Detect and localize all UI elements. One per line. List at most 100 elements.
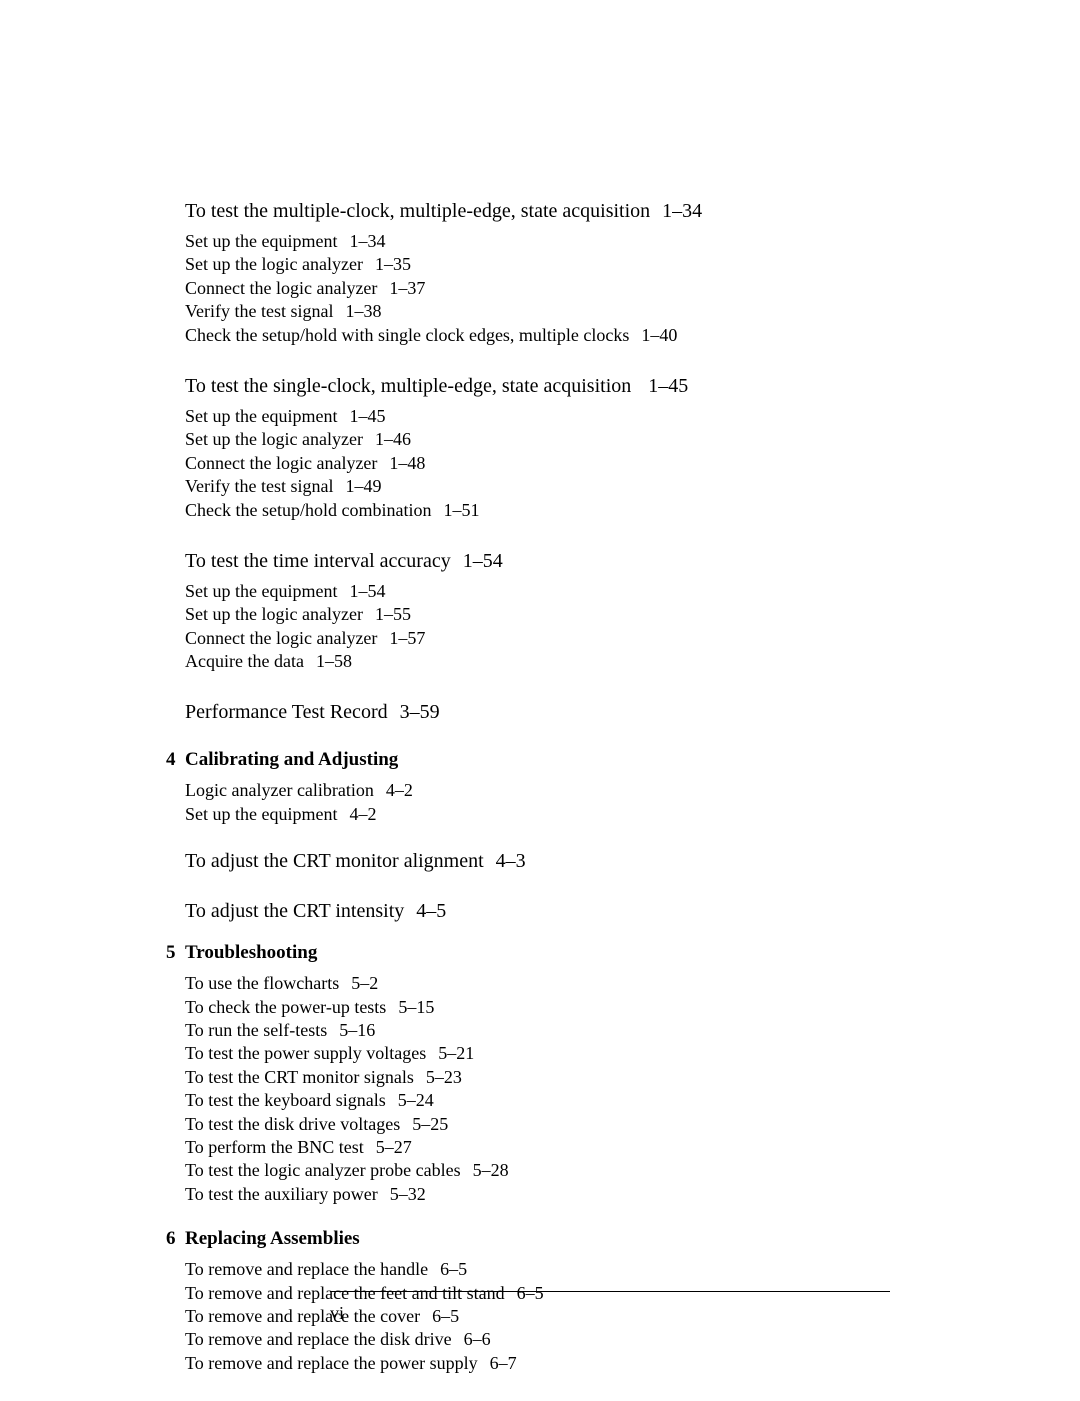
entry-label: To test the disk drive voltages bbox=[185, 1114, 400, 1134]
chapter-title: Calibrating and Adjusting bbox=[185, 749, 398, 771]
chapter-heading: 6 Replacing Assemblies bbox=[167, 1228, 905, 1250]
entry-page: 1–58 bbox=[316, 651, 352, 671]
toc-entry: To remove and replace the handle6–5 bbox=[185, 1258, 905, 1281]
toc-entry: To adjust the CRT intensity4–5 bbox=[185, 898, 905, 924]
entry-page: 5–27 bbox=[376, 1137, 412, 1157]
entry-label: Connect the logic analyzer bbox=[185, 278, 377, 298]
entry-label: Set up the equipment bbox=[185, 804, 337, 824]
entry-label: Connect the logic analyzer bbox=[185, 453, 377, 473]
entry-label: To test the keyboard signals bbox=[185, 1090, 386, 1110]
toc-section: To test the time interval accuracy 1–54 S… bbox=[185, 548, 905, 674]
entry-page: 1–55 bbox=[375, 604, 411, 624]
entry-label: To check the power-up tests bbox=[185, 997, 386, 1017]
entry-label: To remove and replace the disk drive bbox=[185, 1329, 452, 1349]
entry-page: 1–40 bbox=[641, 325, 677, 345]
entry-label: Verify the test signal bbox=[185, 476, 333, 496]
entry-page: 1–45 bbox=[349, 406, 385, 426]
entry-label: Check the setup/hold with single clock e… bbox=[185, 325, 629, 345]
entry-page: 4–2 bbox=[386, 780, 413, 800]
toc-entry: Set up the logic analyzer 1–55 bbox=[185, 603, 905, 626]
entry-label: To run the self-tests bbox=[185, 1020, 327, 1040]
chapter-number: 5 bbox=[166, 942, 176, 964]
entry-label: Set up the logic analyzer bbox=[185, 254, 363, 274]
toc-entry: Connect the logic analyzer 1–37 bbox=[185, 277, 905, 300]
entry-page: 6–6 bbox=[464, 1329, 491, 1349]
toc-entry: To adjust the CRT monitor alignment 4–3 bbox=[185, 848, 905, 874]
entry-label: Acquire the data bbox=[185, 651, 304, 671]
section-title: To test the single-clock, multiple-edge,… bbox=[185, 375, 631, 397]
toc-entry: Verify the test signal1–38 bbox=[185, 300, 905, 323]
entry-page: 1–35 bbox=[375, 254, 411, 274]
section-heading: To test the time interval accuracy 1–54 bbox=[185, 548, 905, 574]
toc-entry: To test the keyboard signals 5–24 bbox=[185, 1089, 905, 1112]
entry-page: 4–2 bbox=[349, 804, 376, 824]
section-title: To test the time interval accuracy bbox=[185, 550, 451, 572]
entry-page: 3–59 bbox=[400, 701, 440, 723]
section-page: 1–34 bbox=[662, 200, 702, 222]
toc-entry: To use the flowcharts 5–2 bbox=[185, 972, 905, 995]
toc-entry: To test the logic analyzer probe cables 5… bbox=[185, 1159, 905, 1182]
entry-page: 1–54 bbox=[349, 581, 385, 601]
toc-entry: Logic analyzer calibration 4–2 bbox=[185, 779, 905, 802]
chapter-number: 4 bbox=[166, 749, 176, 771]
entry-page: 1–48 bbox=[389, 453, 425, 473]
toc-entry: To perform the BNC test5–27 bbox=[185, 1136, 905, 1159]
toc-entry: Set up the equipment 4–2 bbox=[185, 803, 905, 826]
entry-page: 5–2 bbox=[351, 973, 378, 993]
entry-label: To remove and replace the feet and tilt … bbox=[185, 1283, 505, 1303]
chapter-title: Replacing Assemblies bbox=[185, 1228, 360, 1250]
toc-entry: To remove and replace the disk drive 6–6 bbox=[185, 1328, 905, 1351]
entry-label: Check the setup/hold combination bbox=[185, 500, 431, 520]
toc-entry: Acquire the data 1–58 bbox=[185, 650, 905, 673]
entry-label: Logic analyzer calibration bbox=[185, 780, 374, 800]
entry-page: 4–3 bbox=[496, 850, 526, 872]
section-page: 1–54 bbox=[463, 550, 503, 572]
entry-label: To adjust the CRT monitor alignment bbox=[185, 850, 484, 872]
entry-page: 5–25 bbox=[412, 1114, 448, 1134]
entry-label: Connect the logic analyzer bbox=[185, 628, 377, 648]
chapter-number: 6 bbox=[166, 1228, 176, 1250]
toc-entry: Verify the test signal 1–49 bbox=[185, 475, 905, 498]
entry-page: 5–32 bbox=[390, 1184, 426, 1204]
section-page: 1–45 bbox=[643, 375, 688, 397]
toc-entry: To remove and replace the power supply6–… bbox=[185, 1352, 905, 1375]
entry-page: 5–15 bbox=[398, 997, 434, 1017]
toc-entry: Set up the logic analyzer 1–35 bbox=[185, 253, 905, 276]
toc-section: To test the multiple-clock, multiple-edg… bbox=[185, 198, 905, 347]
entry-label: To test the logic analyzer probe cables bbox=[185, 1160, 461, 1180]
entry-page: 6–5 bbox=[440, 1259, 467, 1279]
entry-label: To use the flowcharts bbox=[185, 973, 339, 993]
toc-entry: Check the setup/hold with single clock e… bbox=[185, 324, 905, 347]
section-heading: To test the multiple-clock, multiple-edg… bbox=[185, 198, 905, 224]
entry-label: Set up the equipment bbox=[185, 581, 337, 601]
entry-page: 5–21 bbox=[438, 1043, 474, 1063]
entry-label: Performance Test Record bbox=[185, 701, 388, 723]
chapter-heading: 4 Calibrating and Adjusting bbox=[167, 749, 905, 771]
entry-label: To adjust the CRT intensity bbox=[185, 900, 404, 922]
toc-entry: Connect the logic analyzer 1–48 bbox=[185, 452, 905, 475]
entry-label: To remove and replace the power supply bbox=[185, 1353, 478, 1373]
toc-entry: Set up the logic analyzer1–46 bbox=[185, 428, 905, 451]
entry-page: 1–51 bbox=[443, 500, 479, 520]
entry-page: 5–28 bbox=[473, 1160, 509, 1180]
toc-entry: To test the power supply voltages 5–21 bbox=[185, 1042, 905, 1065]
section-heading: To test the single-clock, multiple-edge,… bbox=[185, 373, 905, 399]
entry-page: 6–5 bbox=[517, 1283, 544, 1303]
entry-page: 5–16 bbox=[339, 1020, 375, 1040]
toc-entry: Connect the logic analyzer1–57 bbox=[185, 627, 905, 650]
entry-page: 5–23 bbox=[426, 1067, 462, 1087]
entry-label: To remove and replace the cover bbox=[185, 1306, 420, 1326]
entry-page: 1–49 bbox=[345, 476, 381, 496]
entry-label: Set up the logic analyzer bbox=[185, 604, 363, 624]
toc-section: To remove and replace the handle6–5 To r… bbox=[185, 1258, 905, 1375]
entry-page: 1–38 bbox=[345, 301, 381, 321]
toc-entry: To test the CRT monitor signals5–23 bbox=[185, 1066, 905, 1089]
toc-entry: Set up the equipment1–45 bbox=[185, 405, 905, 428]
chapter-heading: 5 Troubleshooting bbox=[167, 942, 905, 964]
entry-page: 1–37 bbox=[389, 278, 425, 298]
entry-label: Set up the logic analyzer bbox=[185, 429, 363, 449]
entry-page: 5–24 bbox=[398, 1090, 434, 1110]
toc-entry: To remove and replace the feet and tilt … bbox=[185, 1282, 905, 1305]
entry-label: To test the power supply voltages bbox=[185, 1043, 426, 1063]
toc-section: To test the single-clock, multiple-edge,… bbox=[185, 373, 905, 522]
